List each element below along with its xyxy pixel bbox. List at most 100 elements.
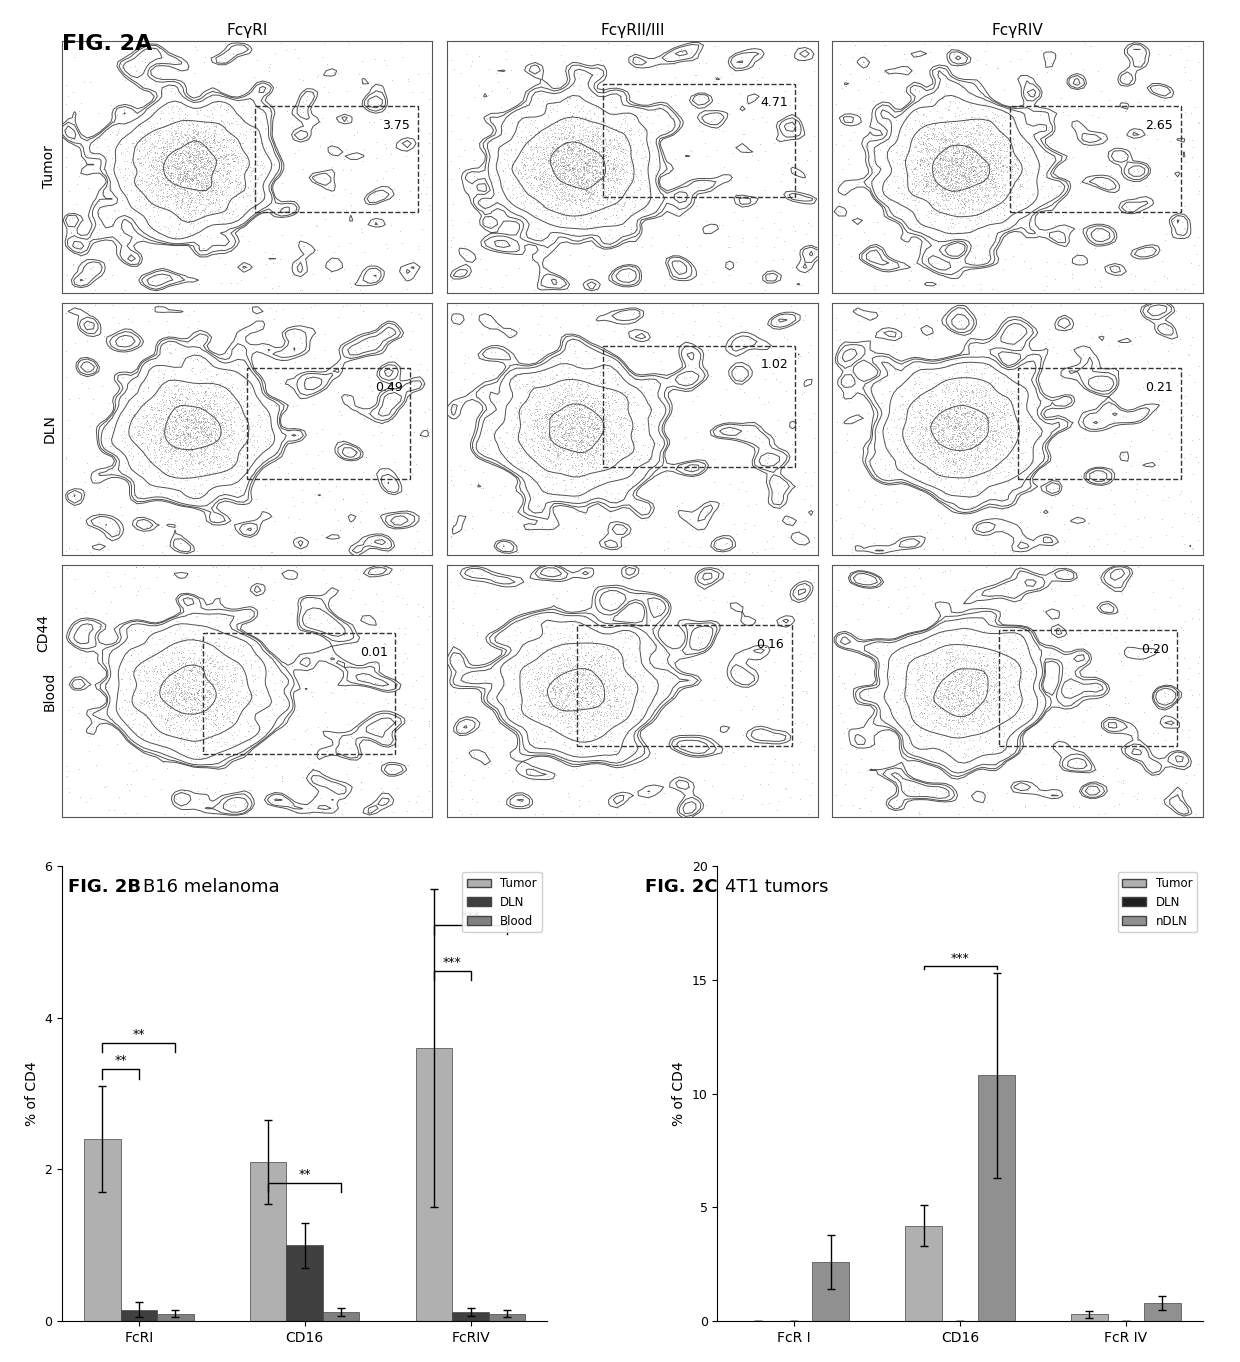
Point [980, 150, 999, 172]
Point [764, 211, 784, 233]
Point [531, 362, 551, 384]
Point [242, 191, 262, 212]
Point [941, 384, 961, 406]
Point [288, 528, 308, 550]
Point [560, 681, 580, 703]
Point [589, 400, 609, 422]
Point [543, 648, 563, 670]
Point [477, 206, 497, 227]
Point [201, 414, 221, 436]
Point [946, 692, 966, 714]
Point [585, 142, 605, 163]
Point [170, 440, 190, 462]
Point [956, 153, 976, 174]
Point [161, 396, 181, 418]
Point [182, 166, 202, 188]
Point [180, 643, 200, 665]
Point [614, 140, 634, 162]
Point [171, 136, 191, 158]
Point [450, 128, 470, 150]
Point [536, 455, 556, 477]
Point [179, 459, 198, 481]
Point [544, 742, 564, 764]
Point [180, 384, 200, 406]
Point [172, 455, 192, 477]
Point [618, 467, 637, 489]
Point [590, 695, 610, 716]
Point [231, 646, 250, 667]
Point [583, 163, 603, 185]
Point [905, 414, 925, 436]
Point [543, 165, 563, 187]
Point [572, 399, 591, 421]
Point [515, 376, 534, 398]
Point [211, 455, 231, 477]
Point [621, 217, 641, 238]
Point [573, 421, 593, 443]
Point [215, 439, 234, 460]
Point [962, 711, 982, 733]
Point [983, 133, 1003, 155]
Point [997, 648, 1017, 670]
Point [949, 157, 968, 178]
Point [929, 140, 949, 162]
Point [915, 650, 935, 671]
Point [770, 218, 790, 240]
Point [180, 168, 200, 189]
Point [680, 802, 699, 824]
Point [226, 177, 246, 199]
Point [167, 424, 187, 445]
Point [941, 372, 961, 394]
Point [954, 647, 973, 669]
Point [935, 669, 955, 691]
Point [945, 116, 965, 138]
Point [515, 181, 534, 203]
Point [534, 670, 554, 692]
Point [203, 140, 223, 162]
Point [260, 471, 280, 493]
Point [546, 184, 565, 206]
Point [551, 163, 570, 185]
Point [904, 157, 924, 178]
Point [559, 136, 579, 158]
Point [175, 123, 195, 144]
Point [937, 138, 957, 159]
Point [570, 421, 590, 443]
Point [624, 301, 644, 323]
Point [1058, 218, 1078, 240]
Point [523, 469, 543, 490]
Point [186, 169, 206, 191]
Point [932, 561, 952, 583]
Point [161, 415, 181, 437]
Point [924, 637, 944, 659]
Point [197, 181, 217, 203]
Point [207, 183, 227, 204]
Point [138, 656, 157, 678]
Point [932, 163, 952, 185]
Point [596, 704, 616, 726]
Point [165, 658, 185, 680]
Point [532, 185, 552, 207]
Point [673, 753, 693, 775]
Point [1060, 677, 1080, 699]
Point [258, 689, 278, 711]
Point [175, 158, 195, 180]
Point [554, 434, 574, 456]
Point [947, 396, 967, 418]
Point [148, 659, 167, 681]
Point [311, 372, 331, 394]
Point [212, 715, 232, 737]
Point [182, 153, 202, 174]
Point [166, 689, 186, 711]
Point [609, 414, 629, 436]
Point [172, 651, 192, 673]
Point [164, 95, 184, 117]
Point [956, 402, 976, 424]
Point [918, 405, 937, 426]
Point [556, 479, 575, 501]
Point [170, 635, 190, 656]
Point [567, 406, 587, 428]
Point [1002, 711, 1022, 733]
Point [552, 673, 572, 695]
Point [635, 793, 655, 814]
